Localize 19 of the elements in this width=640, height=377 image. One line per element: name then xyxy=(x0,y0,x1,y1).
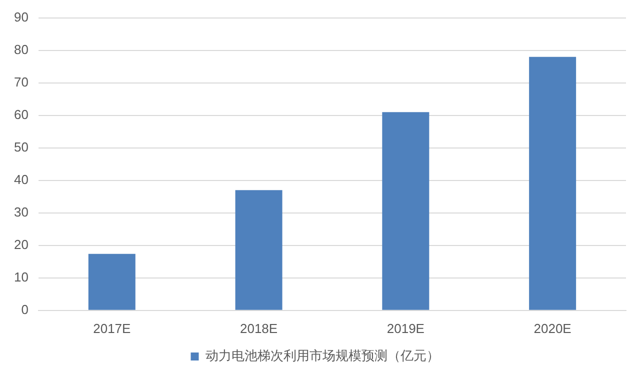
x-tick-label: 2017E xyxy=(93,320,132,336)
x-tick-label: 2018E xyxy=(240,320,278,336)
x-tick-label: 2020E xyxy=(534,320,572,336)
bar xyxy=(88,254,136,310)
y-tick-label: 0 xyxy=(21,302,28,317)
y-tick-label: 20 xyxy=(14,236,28,252)
x-tick-label: 2019E xyxy=(386,320,425,336)
y-tick-label: 40 xyxy=(14,172,28,187)
y-tick-label: 90 xyxy=(14,9,28,24)
y-tick-label: 70 xyxy=(14,74,28,90)
bar xyxy=(382,112,430,310)
y-tick-label: 80 xyxy=(14,42,28,57)
y-tick-label: 10 xyxy=(14,269,28,284)
y-tick-label: 50 xyxy=(14,139,28,154)
y-tick-label: 30 xyxy=(14,204,28,220)
bar xyxy=(235,190,282,310)
legend-label: 动力电池梯次利用市场规模预测（亿元） xyxy=(205,348,440,364)
y-tick-label: 60 xyxy=(14,106,28,122)
bar xyxy=(529,56,576,310)
